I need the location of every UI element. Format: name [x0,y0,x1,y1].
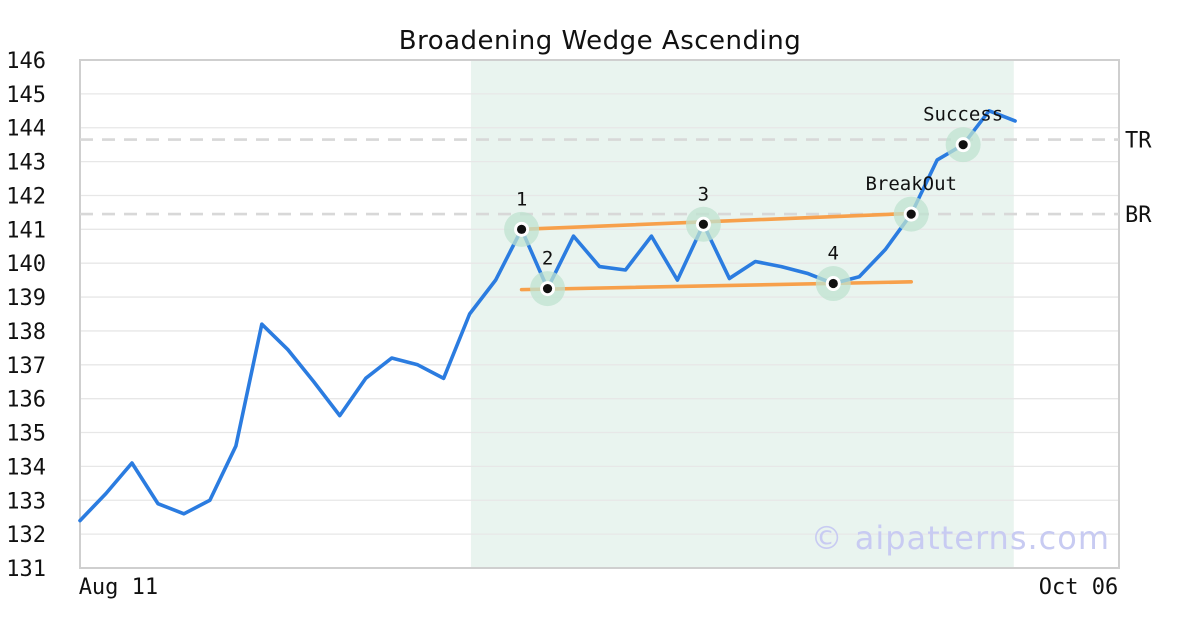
annotation-success: Success [923,104,1003,126]
y-tick-label: 141 [6,218,46,243]
y-tick-label: 140 [6,252,46,277]
y-tick-label: 131 [6,557,46,582]
y-tick-label: 133 [6,489,46,514]
chart-title: Broadening Wedge Ascending [398,26,802,56]
y-tick-label: 132 [6,523,46,548]
marker-dot-success [958,140,968,150]
marker-dot-4 [828,278,838,289]
y-tick-label: 144 [6,117,46,142]
y-tick-label: 138 [6,320,46,345]
y-tick-label: 135 [6,422,46,447]
y-tick-label: 136 [6,388,46,413]
pattern-zone [470,60,1014,568]
watermark: © aipatterns.com [810,519,1110,557]
marker-dot-3 [698,219,709,229]
annotation-breakout: BreakOut [865,173,957,195]
y-tick-label: 143 [6,151,46,176]
y-tick-label: 146 [6,49,46,74]
marker-dot-2 [542,284,553,294]
y-tick-label: 139 [6,286,46,311]
y-tick-label: 145 [6,83,46,108]
plot-border [79,59,1120,569]
y-tick-label: 142 [6,184,46,209]
marker-dot-breakout [906,209,916,219]
x-tick-label: Aug 11 [79,575,158,600]
annotation-2: 2 [542,248,553,270]
level-label-br: BR [1125,203,1152,228]
annotation-1: 1 [516,188,527,210]
x-tick-label: Oct 06 [1039,575,1118,600]
y-tick-label: 137 [6,354,46,379]
y-tick-label: 134 [6,455,46,480]
annotation-4: 4 [828,243,839,265]
marker-dot-1 [516,224,527,234]
level-label-tr: TR [1125,129,1152,154]
annotation-3: 3 [698,183,709,205]
